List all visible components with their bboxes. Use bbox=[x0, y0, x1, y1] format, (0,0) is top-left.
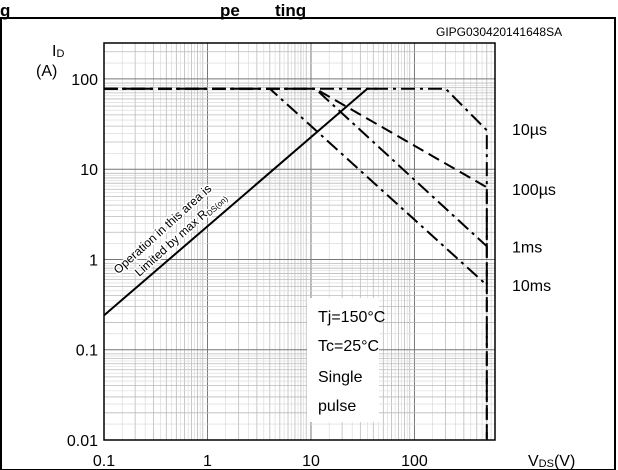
plot-border bbox=[103, 42, 496, 441]
curve-label: 100µs bbox=[512, 182, 556, 199]
title-fragment-right2: ting bbox=[275, 1, 306, 20]
figure-frame bbox=[0, 17, 616, 470]
condition-tc: Tc=25°C bbox=[318, 338, 379, 355]
soa-curve-10ms bbox=[104, 87, 488, 286]
title-fragment: g bbox=[0, 1, 10, 20]
grid-lines bbox=[103, 43, 496, 441]
y-tick-label: 0.1 bbox=[76, 343, 98, 360]
figure-code: GIPG030420141648SA bbox=[436, 25, 562, 39]
y-axis-label: ID bbox=[52, 43, 64, 60]
condition-pulse: pulse bbox=[318, 398, 356, 415]
x-tick-label: 1 bbox=[203, 453, 212, 470]
soa-curve-rds-limit bbox=[103, 87, 378, 317]
y-tick-label: 0.01 bbox=[67, 433, 98, 450]
condition-single: Single bbox=[318, 369, 363, 386]
y-tick-label: 10 bbox=[80, 162, 98, 179]
x-axis-label: VDS(V) bbox=[528, 453, 575, 470]
plot-area bbox=[104, 43, 495, 440]
curve-label: 1ms bbox=[512, 239, 542, 256]
curve-label: 10µs bbox=[512, 122, 547, 139]
y-tick-labels: 0.01 0.1 1 10 100 bbox=[67, 72, 98, 450]
x-tick-label: 10 bbox=[302, 453, 320, 470]
soa-curves bbox=[103, 87, 488, 440]
y-axis-unit: (A) bbox=[36, 63, 57, 80]
curve-labels: 10µs 100µs 1ms 10ms bbox=[512, 122, 556, 295]
y-tick-label: 1 bbox=[89, 252, 98, 269]
x-tick-label: 0.1 bbox=[93, 453, 115, 470]
soa-curve-100µs bbox=[104, 87, 488, 440]
curve-label: 10ms bbox=[512, 278, 551, 295]
x-tick-label: 100 bbox=[401, 453, 428, 470]
x-tick-labels: 0.1 1 10 100 bbox=[93, 453, 428, 470]
conditions-box bbox=[307, 298, 379, 422]
y-tick-label: 100 bbox=[71, 72, 98, 89]
title-fragment-right: pe bbox=[220, 1, 240, 20]
condition-tj: Tj=150°C bbox=[318, 309, 385, 326]
